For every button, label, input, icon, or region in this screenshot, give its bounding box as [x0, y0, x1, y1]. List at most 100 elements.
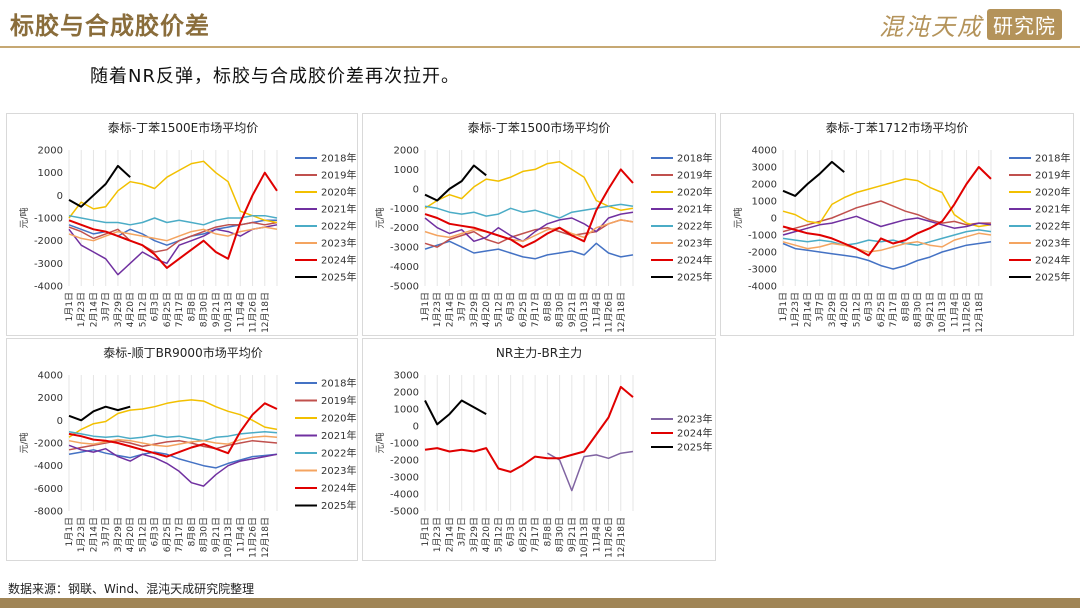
legend-label: 2021年 — [677, 203, 712, 216]
series-line — [782, 160, 845, 197]
y-tick-label: 2000 — [38, 146, 63, 157]
legend-label: 2018年 — [321, 152, 356, 165]
x-tick-label: 9月21日 — [211, 292, 222, 327]
y-tick-label: -2000 — [34, 439, 63, 450]
series-line — [424, 385, 634, 473]
y-tick-label: 1000 — [38, 168, 63, 179]
legend-label: 2023年 — [677, 237, 712, 250]
x-tick-label: 11月26日 — [604, 292, 615, 333]
y-tick-label: -4000 — [34, 461, 63, 472]
legend-label: 2020年 — [321, 412, 356, 425]
x-tick-label: 3月7日 — [101, 517, 112, 546]
chart-br9000-spread: 泰标-顺丁BR9000市场平均价 4000 2000 0 -2000 -4000 -6000… — [18, 345, 356, 558]
legend-label: 2020年 — [321, 186, 356, 199]
y-tick-label: -4000 — [390, 262, 419, 273]
x-tick-label: 8月30日 — [199, 292, 210, 327]
legend-label: 2019年 — [677, 169, 712, 182]
x-tick-label: 3月29日 — [113, 292, 124, 327]
chart-panel-3: 泰标-丁苯1712市场平均价 4000 3000 2000 1000 0 -1000 -200… — [720, 113, 1074, 336]
x-tick-label: 1月1日 — [64, 292, 75, 321]
y-axis-unit: 元/吨 — [18, 207, 30, 228]
legend-label: 2018年 — [321, 377, 356, 390]
x-tick-label: 3月29日 — [469, 292, 480, 327]
y-tick-label: -3000 — [748, 265, 777, 276]
slide-subtitle: 随着NR反弹，标胶与合成胶价差再次拉开。 — [90, 66, 460, 87]
y-tick-label: 2000 — [752, 180, 777, 191]
x-tick-label: 6月25日 — [162, 517, 173, 552]
x-tick-label: 8月30日 — [913, 292, 924, 327]
x-tick-label: 6月25日 — [876, 292, 887, 327]
legend-label: 2024年 — [321, 254, 356, 267]
legend-label: 2019年 — [1035, 169, 1070, 182]
legend-label: 2024年 — [677, 427, 712, 440]
legend-label: 2018年 — [677, 152, 712, 165]
series-line — [68, 402, 278, 458]
header: 标胶与合成胶价差 混沌天成 研究院 — [0, 0, 1080, 48]
y-tick-label: 0 — [771, 214, 777, 225]
x-tick-label: 2月14日 — [88, 292, 99, 327]
legend-label: 2022年 — [321, 447, 356, 460]
brand-name: 混沌天成 — [879, 12, 983, 41]
y-tick-label: -2000 — [748, 248, 777, 259]
series-line — [782, 232, 992, 253]
legend-label: 2021年 — [321, 429, 356, 442]
y-axis-unit: 元/吨 — [18, 432, 30, 453]
y-axis-unit: 元/吨 — [374, 207, 386, 228]
x-tick-label: 6月25日 — [518, 292, 529, 327]
y-tick-label: -1000 — [34, 214, 63, 225]
x-tick-label: 10月13日 — [223, 292, 234, 333]
chart-title: 泰标-丁苯1500E市场平均价 — [108, 120, 258, 135]
chart-panel-5: NR主力-BR主力 3000 2000 1000 0 -1000 -2000 -3000 -40… — [362, 338, 716, 561]
x-tick-label: 10月13日 — [223, 517, 234, 558]
y-tick-label: -4000 — [34, 282, 63, 293]
x-tick-label: 4月20日 — [481, 517, 492, 552]
x-tick-label: 8月8日 — [542, 517, 553, 546]
y-tick-label: 3000 — [752, 163, 777, 174]
x-tick-label: 4月20日 — [839, 292, 850, 327]
legend-label: 2021年 — [1035, 203, 1070, 216]
x-tick-label: 12月18日 — [974, 292, 985, 333]
legend-label: 2021年 — [321, 203, 356, 216]
x-tick-label: 3月7日 — [101, 292, 112, 321]
y-tick-label: 2000 — [38, 393, 63, 404]
series-line — [68, 160, 278, 224]
x-tick-label: 7月17日 — [530, 517, 541, 552]
x-tick-label: 11月4日 — [591, 292, 602, 327]
x-tick-label: 1月23日 — [76, 517, 87, 552]
chart-1500e-spread: 泰标-丁苯1500E市场平均价 2000 1000 0 -1000 -2000 -3000 -… — [18, 120, 356, 333]
x-tick-label: 6月3日 — [150, 517, 161, 546]
series-line — [782, 200, 991, 233]
x-tick-label: 3月7日 — [457, 517, 468, 546]
x-tick-label: 4月20日 — [125, 517, 136, 552]
y-tick-label: -8000 — [34, 507, 63, 518]
series-line — [68, 449, 278, 469]
x-tick-label: 11月4日 — [235, 292, 246, 327]
legend-label: 2022年 — [321, 220, 356, 233]
x-tick-label: 2月14日 — [802, 292, 813, 327]
page-title: 标胶与合成胶价差 — [10, 11, 210, 40]
x-tick-label: 12月18日 — [260, 292, 271, 333]
x-tick-label: 2月14日 — [444, 292, 455, 327]
legend-label: 2023年 — [321, 237, 356, 250]
x-tick-label: 9月21日 — [211, 517, 222, 552]
legend-label: 2023年 — [321, 464, 356, 477]
legend-label: 2020年 — [677, 186, 712, 199]
x-tick-label: 8月8日 — [186, 292, 197, 321]
legend-label: 2025年 — [321, 499, 356, 512]
x-tick-label: 11月4日 — [591, 517, 602, 552]
x-tick-label: 3月29日 — [113, 517, 124, 552]
x-tick-label: 7月17日 — [888, 292, 899, 327]
x-tick-label: 5月12日 — [137, 517, 148, 552]
y-tick-label: -3000 — [34, 259, 63, 270]
legend-label: 2025年 — [677, 271, 712, 284]
y-tick-label: -4000 — [390, 490, 419, 501]
legend-label: 2022年 — [677, 220, 712, 233]
brand-logo: 混沌天成 研究院 — [879, 8, 1062, 41]
x-tick-label: 11月4日 — [235, 517, 246, 552]
y-tick-label: -5000 — [390, 507, 419, 518]
x-tick-label: 7月17日 — [530, 292, 541, 327]
legend-label: 2025年 — [1035, 271, 1070, 284]
x-tick-label: 11月4日 — [949, 292, 960, 327]
x-tick-label: 11月26日 — [604, 517, 615, 558]
series-line — [68, 435, 278, 448]
